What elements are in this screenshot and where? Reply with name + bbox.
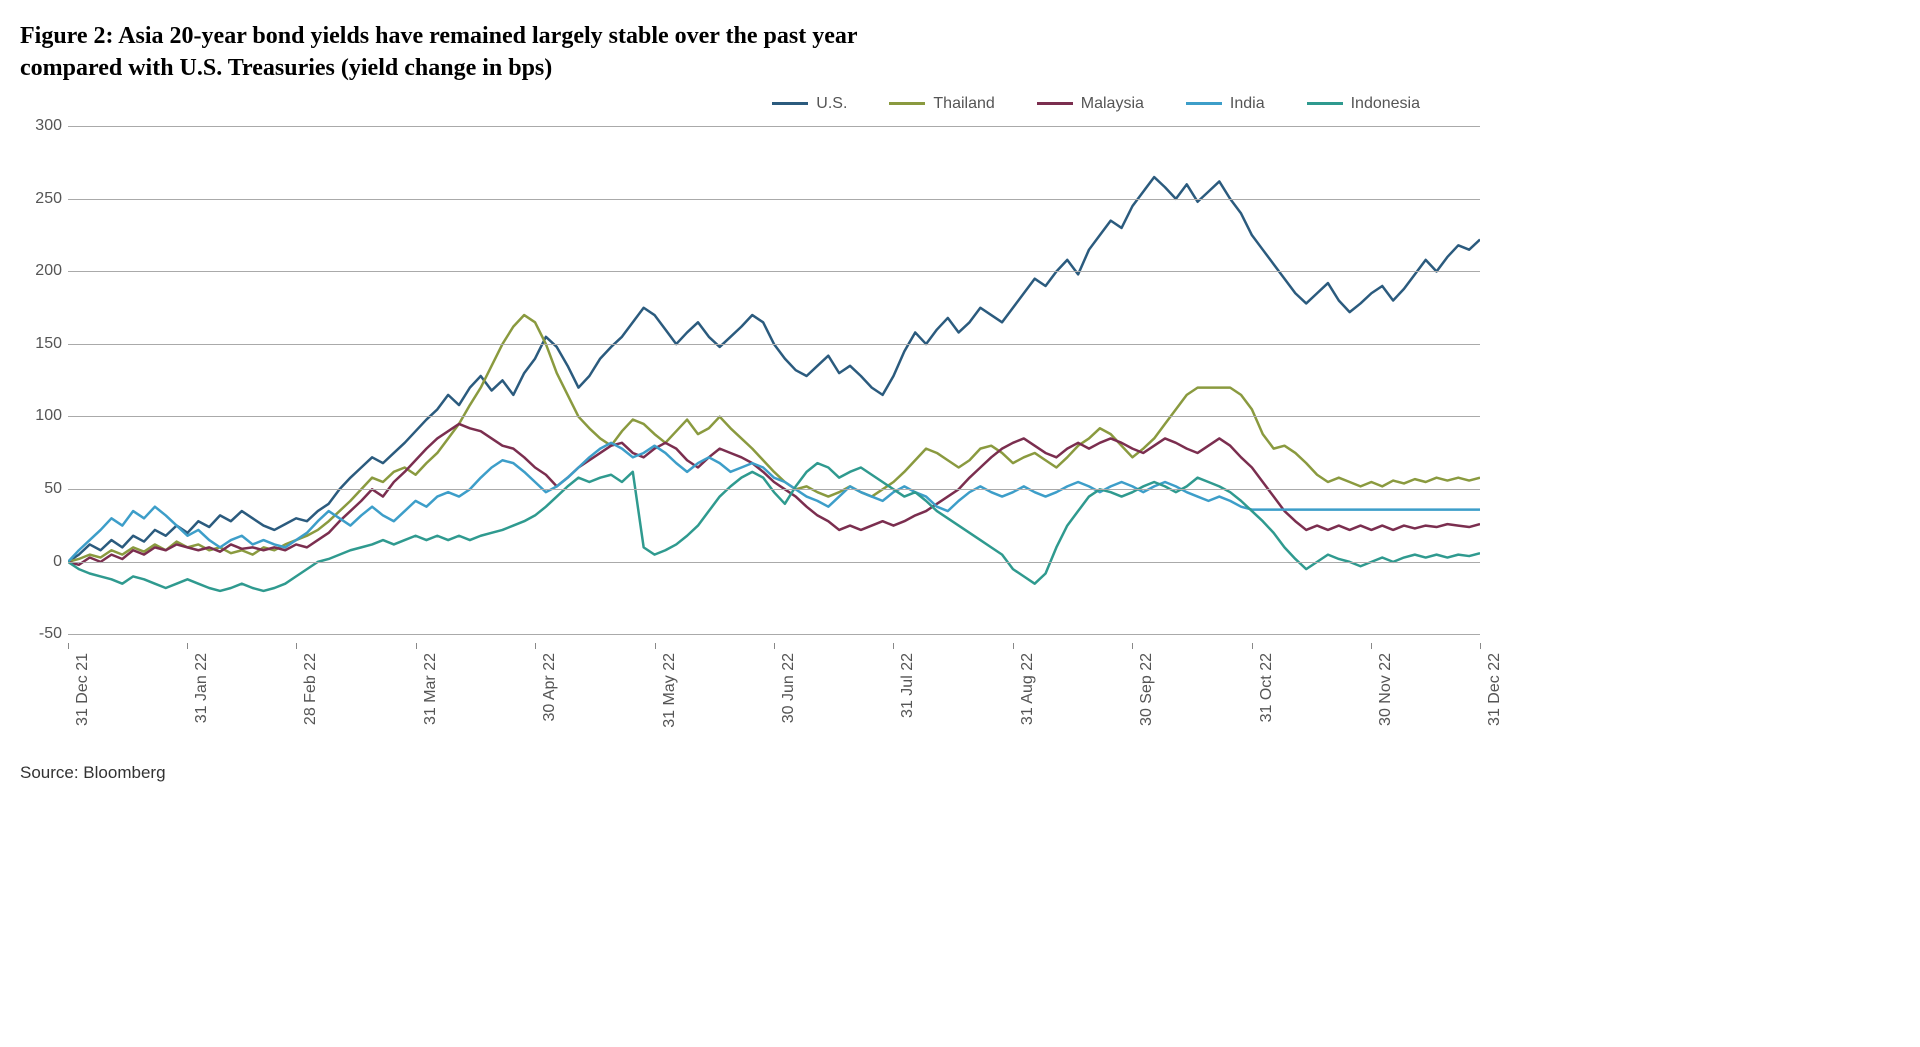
x-tick-mark	[68, 643, 69, 649]
legend-label: Thailand	[933, 95, 994, 113]
x-tick-label: 30 Nov 22	[1377, 649, 1395, 726]
gridline	[68, 199, 1480, 200]
gridline	[68, 489, 1480, 490]
x-tick-mark	[893, 643, 894, 649]
legend-swatch	[889, 102, 925, 105]
chart-legend: U.S. Thailand Malaysia India Indonesia	[20, 95, 1480, 113]
y-tick-label: 150	[35, 335, 62, 353]
x-tick-mark	[1132, 643, 1133, 649]
x-tick-mark	[1013, 643, 1014, 649]
source-label: Source: Bloomberg	[20, 763, 1480, 783]
series-line-malaysia	[68, 424, 1480, 565]
x-tick-mark	[535, 643, 536, 649]
figure-title: Figure 2: Asia 20-year bond yields have …	[20, 20, 1480, 85]
x-tick-label: 31 Jan 22	[193, 649, 211, 723]
legend-swatch	[1037, 102, 1073, 105]
series-line-india	[68, 443, 1480, 562]
legend-item: India	[1186, 95, 1265, 113]
x-tick-mark	[655, 643, 656, 649]
legend-item: Thailand	[889, 95, 994, 113]
y-tick-label: 0	[53, 553, 62, 571]
x-tick-mark	[1252, 643, 1253, 649]
x-axis: 31 Dec 21 31 Jan 22 28 Feb 22 31 Mar 22 30 A…	[68, 649, 1480, 759]
x-tick-label: 31 Mar 22	[422, 649, 440, 725]
x-tick-mark	[187, 643, 188, 649]
gridline	[68, 416, 1480, 417]
y-tick-label: 300	[35, 117, 62, 135]
x-tick-label: 30 Apr 22	[541, 649, 559, 722]
title-line-2: compared with U.S. Treasuries (yield cha…	[20, 55, 552, 81]
legend-label: Indonesia	[1351, 95, 1420, 113]
gridline	[68, 126, 1480, 127]
x-tick-mark	[1480, 643, 1481, 649]
gridline	[68, 344, 1480, 345]
chart-area: -50 0 50 100 150 200 250 300	[20, 119, 1480, 649]
y-tick-label: 100	[35, 407, 62, 425]
y-tick-label: -50	[39, 625, 62, 643]
x-tick-label: 31 Aug 22	[1019, 649, 1037, 725]
figure-container: Figure 2: Asia 20-year bond yields have …	[0, 0, 1500, 793]
x-tick-label: 31 Dec 22	[1486, 649, 1504, 726]
legend-label: U.S.	[816, 95, 847, 113]
x-tick-label: 30 Jun 22	[780, 649, 798, 723]
title-line-1: Figure 2: Asia 20-year bond yields have …	[20, 23, 858, 49]
legend-swatch	[772, 102, 808, 105]
y-tick-label: 50	[44, 480, 62, 498]
y-tick-label: 250	[35, 190, 62, 208]
legend-swatch	[1186, 102, 1222, 105]
legend-item: Indonesia	[1307, 95, 1420, 113]
x-tick-label: 30 Sep 22	[1138, 649, 1156, 726]
series-line-thailand	[68, 315, 1480, 562]
x-tick-label: 28 Feb 22	[302, 649, 320, 725]
legend-swatch	[1307, 102, 1343, 105]
gridline	[68, 634, 1480, 635]
y-axis: -50 0 50 100 150 200 250 300	[20, 119, 68, 649]
x-tick-mark	[774, 643, 775, 649]
legend-item: U.S.	[772, 95, 847, 113]
x-tick-mark	[1371, 643, 1372, 649]
x-tick-label: 31 Jul 22	[899, 649, 917, 718]
x-tick-label: 31 Oct 22	[1258, 649, 1276, 722]
x-tick-mark	[296, 643, 297, 649]
gridline	[68, 562, 1480, 563]
y-tick-label: 200	[35, 262, 62, 280]
series-line-us	[68, 177, 1480, 562]
legend-label: Malaysia	[1081, 95, 1144, 113]
legend-item: Malaysia	[1037, 95, 1144, 113]
plot-area	[68, 119, 1480, 649]
x-tick-label: 31 Dec 21	[74, 649, 92, 726]
legend-label: India	[1230, 95, 1265, 113]
gridline	[68, 271, 1480, 272]
x-tick-mark	[416, 643, 417, 649]
x-tick-label: 31 May 22	[661, 649, 679, 728]
